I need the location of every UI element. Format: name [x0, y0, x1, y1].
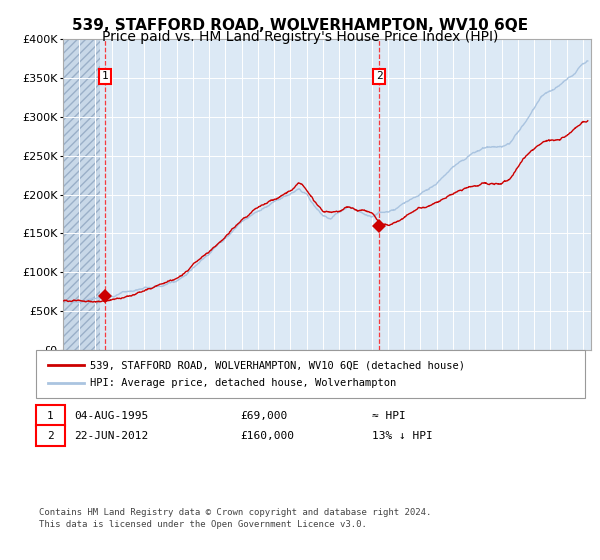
Text: £160,000: £160,000: [240, 431, 294, 441]
Text: 1: 1: [47, 410, 54, 421]
Text: Price paid vs. HM Land Registry's House Price Index (HPI): Price paid vs. HM Land Registry's House …: [102, 30, 498, 44]
Text: 539, STAFFORD ROAD, WOLVERHAMPTON, WV10 6QE: 539, STAFFORD ROAD, WOLVERHAMPTON, WV10 …: [72, 18, 528, 33]
Text: 539, STAFFORD ROAD, WOLVERHAMPTON, WV10 6QE (detached house): 539, STAFFORD ROAD, WOLVERHAMPTON, WV10 …: [90, 361, 465, 370]
Text: 04-AUG-1995: 04-AUG-1995: [74, 410, 148, 421]
Text: 22-JUN-2012: 22-JUN-2012: [74, 431, 148, 441]
Text: £69,000: £69,000: [240, 410, 287, 421]
Text: 2: 2: [376, 72, 383, 82]
Text: ≈ HPI: ≈ HPI: [372, 410, 406, 421]
Text: 13% ↓ HPI: 13% ↓ HPI: [372, 431, 433, 441]
Text: 2: 2: [47, 431, 54, 441]
Bar: [63, 39, 100, 350]
Text: 1: 1: [101, 72, 108, 82]
Text: HPI: Average price, detached house, Wolverhampton: HPI: Average price, detached house, Wolv…: [90, 378, 396, 388]
Text: Contains HM Land Registry data © Crown copyright and database right 2024.
This d: Contains HM Land Registry data © Crown c…: [39, 508, 431, 529]
